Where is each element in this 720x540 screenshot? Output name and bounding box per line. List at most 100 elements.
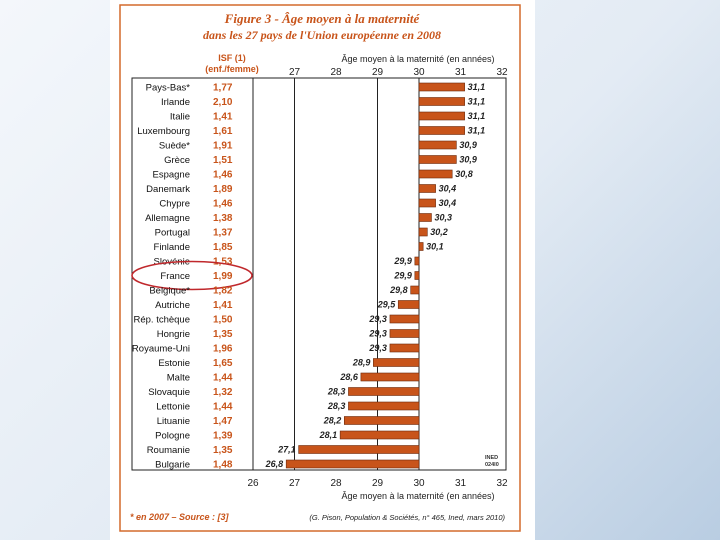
top-tick-label: 29: [372, 67, 384, 78]
bar-value-label: 28,2: [323, 416, 342, 426]
country-label: Espagne: [152, 170, 190, 181]
bar-value-label: 27,1: [277, 445, 296, 455]
isf-value: 1,53: [213, 257, 233, 268]
country-label: Royaume-Uni: [132, 344, 190, 355]
bar: [418, 227, 428, 237]
data-row: Pologne 1,39 28,1: [155, 430, 420, 442]
bar-value-label: 28,1: [319, 430, 338, 440]
data-row: Espagne 1,46 30,8: [152, 169, 472, 181]
data-row: Belgique* 1,82 29,8: [149, 285, 420, 297]
isf-value: 1,46: [213, 199, 233, 210]
bar: [418, 198, 436, 208]
credit-line2: 024I0: [485, 462, 499, 468]
isf-value: 1,91: [213, 141, 233, 152]
x-axis-label-bottom: Âge moyen à la maternité (en années): [341, 491, 494, 501]
data-row: Rép. tchèque 1,50 29,3: [133, 314, 420, 326]
bottom-tick-label: 31: [455, 478, 467, 489]
isf-value: 1,32: [213, 387, 233, 398]
bar-value-label: 28,9: [352, 358, 371, 368]
country-label: Finlande: [154, 242, 190, 253]
source-note: (G. Pison, Population & Sociétés, n° 465…: [309, 513, 505, 522]
figure-frame: [119, 4, 521, 532]
bar: [389, 314, 420, 324]
isf-value: 1,35: [213, 445, 233, 456]
bar: [397, 300, 420, 309]
data-row: Pays-Bas* 1,77 31,1: [146, 82, 486, 94]
data-row: Luxembourg 1,61 31,1: [137, 126, 485, 138]
bar-value-label: 31,1: [468, 111, 486, 121]
bar-value-label: 30,2: [430, 227, 448, 237]
country-label: Danemark: [146, 184, 190, 195]
country-label: Malte: [167, 373, 190, 384]
bar: [339, 430, 420, 440]
country-label: Chypre: [159, 199, 190, 210]
isf-value: 1,65: [213, 358, 233, 369]
bar: [418, 97, 465, 106]
country-label: Bulgarie: [155, 460, 190, 471]
country-label: Estonie: [158, 358, 190, 369]
bottom-tick-label: 32: [496, 478, 508, 489]
top-tick-label: 27: [289, 67, 301, 78]
x-axis-label-top: Âge moyen à la maternité (en années): [341, 54, 494, 64]
country-label: Pays-Bas*: [146, 83, 191, 94]
bar-value-label: 29,3: [368, 329, 387, 339]
isf-value: 1,44: [213, 402, 233, 413]
bar: [298, 445, 420, 454]
bar-value-label: 31,1: [468, 82, 486, 92]
top-tick-label: 28: [330, 67, 342, 78]
bottom-tick-label: 29: [372, 478, 384, 489]
bar: [389, 343, 420, 353]
bar-value-label: 29,3: [368, 314, 387, 324]
bar-value-label: 28,6: [339, 372, 359, 382]
country-label: Pologne: [155, 431, 190, 442]
bar: [285, 459, 420, 469]
bar-value-label: 29,9: [393, 256, 412, 266]
bar: [418, 242, 424, 251]
bar-value-label: 29,8: [389, 285, 408, 295]
isf-value: 1,44: [213, 373, 233, 384]
country-label: Hongrie: [157, 329, 190, 340]
isf-value: 1,50: [213, 315, 233, 326]
data-row: Portugal 1,37 30,2: [155, 227, 448, 239]
isf-value: 1,48: [213, 460, 233, 471]
bar-value-label: 30,3: [434, 213, 452, 223]
bar-value-label: 28,3: [327, 401, 346, 411]
country-label: Italie: [170, 112, 190, 123]
data-row: Danemark 1,89 30,4: [146, 184, 456, 196]
data-row: Allemagne 1,38 30,3: [145, 213, 452, 225]
bar-value-label: 28,3: [327, 387, 346, 397]
data-row: Roumanie 1,35 27,1: [147, 445, 420, 456]
bottom-tick-labels: 26 27 28 29 30 31 32: [247, 478, 508, 489]
bar-value-label: 26,8: [265, 459, 284, 469]
bar: [389, 329, 420, 338]
credit-line1: INED: [485, 455, 498, 461]
data-row: Lituanie 1,47 28,2: [157, 416, 420, 427]
highlight-ellipse: [131, 260, 253, 291]
isf-value: 1,47: [213, 416, 233, 427]
data-row: Malte 1,44 28,6: [167, 372, 420, 384]
bar: [348, 401, 420, 411]
bar-value-label: 29,5: [377, 300, 397, 310]
chart-title: Figure 3 - Âge moyen à la maternité: [224, 11, 421, 26]
bar: [418, 82, 465, 92]
isf-value: 1,51: [213, 155, 233, 166]
top-tick-label: 32: [496, 67, 508, 78]
isf-header-line1: ISF (1): [218, 53, 246, 63]
bar-value-label: 31,1: [468, 97, 486, 107]
country-label: Autriche: [155, 300, 190, 311]
isf-header-line2: (enf./femme): [205, 64, 259, 74]
isf-value: 1,77: [213, 83, 233, 94]
isf-value: 1,37: [213, 228, 233, 239]
bar-value-label: 30,9: [459, 140, 477, 150]
isf-value: 1,46: [213, 170, 233, 181]
data-row: Bulgarie 1,48 26,8: [155, 459, 420, 471]
data-row: Finlande 1,85 30,1: [154, 242, 444, 254]
isf-value: 1,41: [213, 112, 233, 123]
country-label: Rép. tchèque: [133, 315, 190, 326]
bar: [418, 213, 432, 222]
bar-value-label: 30,1: [426, 242, 444, 252]
data-row: Grèce 1,51 30,9: [164, 155, 477, 167]
country-label: Irlande: [161, 97, 190, 108]
top-tick-label: 30: [413, 67, 425, 78]
bar-value-label: 30,8: [455, 169, 473, 179]
